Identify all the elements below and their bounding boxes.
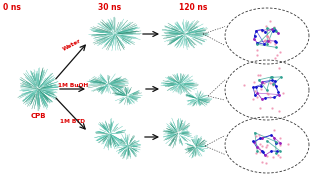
Text: 120 ns: 120 ns <box>179 3 207 12</box>
Text: 0 ns: 0 ns <box>3 3 21 12</box>
Text: CPB: CPB <box>30 113 46 119</box>
Text: 1M BuOH: 1M BuOH <box>58 83 88 88</box>
Text: 1M BTD: 1M BTD <box>59 119 84 124</box>
Text: Water: Water <box>62 38 82 52</box>
Text: 30 ns: 30 ns <box>99 3 122 12</box>
